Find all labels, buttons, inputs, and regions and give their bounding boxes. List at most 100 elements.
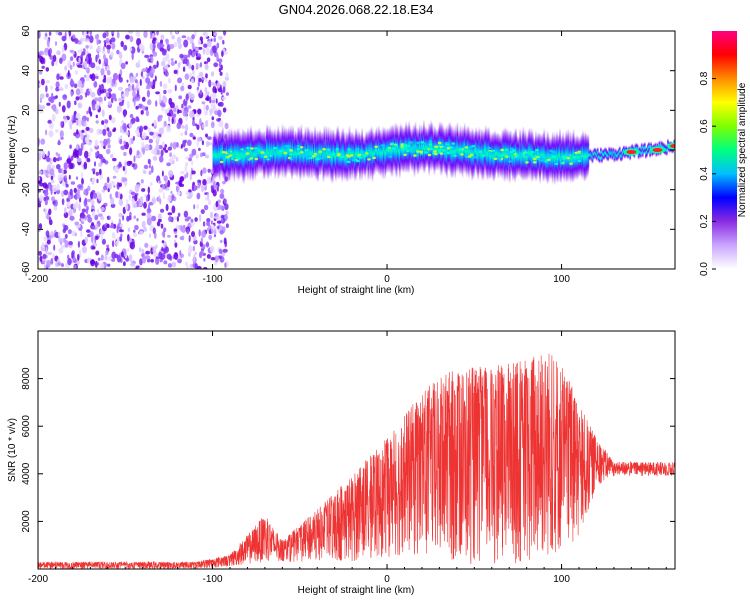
noise-dot <box>116 254 122 263</box>
noise-dot <box>210 185 214 190</box>
band-peak <box>327 155 331 159</box>
noise-dot <box>219 230 224 235</box>
noise-dot <box>173 69 178 74</box>
band-column <box>525 135 528 181</box>
noise-dot <box>136 150 140 156</box>
band-peak <box>228 148 232 152</box>
band-peak <box>346 160 351 164</box>
noise-dot <box>143 201 147 209</box>
noise-dot <box>188 189 192 193</box>
noise-dot <box>118 218 122 226</box>
band-column <box>273 128 276 171</box>
band-peak <box>482 154 486 157</box>
noise-dot <box>158 180 162 184</box>
noise-dot <box>147 57 150 63</box>
band-column <box>406 124 408 173</box>
band-peak <box>345 154 350 157</box>
band-peak <box>278 149 283 153</box>
band-column <box>553 131 556 186</box>
noise-dot <box>144 144 150 152</box>
band-column <box>437 126 440 171</box>
noise-dot <box>206 254 211 259</box>
noise-dot <box>120 251 124 258</box>
band-column <box>587 133 590 177</box>
noise-dot <box>46 38 50 47</box>
band-peak <box>444 142 449 145</box>
noise-dot <box>143 164 149 170</box>
noise-dot <box>218 119 224 128</box>
band-peak <box>577 159 582 163</box>
band-column <box>523 132 526 181</box>
noise-dot <box>120 40 124 48</box>
noise-dot <box>143 170 147 175</box>
noise-dot <box>69 64 73 70</box>
noise-dot <box>69 80 75 87</box>
noise-dot <box>135 116 140 123</box>
noise-dot <box>175 31 179 34</box>
noise-dot <box>61 180 66 187</box>
noise-dot <box>46 102 51 106</box>
band-column <box>618 145 621 158</box>
noise-dot <box>166 162 172 167</box>
noise-dot <box>38 152 42 159</box>
noise-dot <box>152 51 158 57</box>
band-column <box>370 125 373 177</box>
band-peak <box>261 149 266 152</box>
noise-dot <box>158 144 164 150</box>
band-peak <box>546 153 550 157</box>
noise-dot <box>140 179 144 184</box>
noise-dot <box>188 245 193 253</box>
noise-dot <box>197 179 202 183</box>
y-tick-label: 2000 <box>21 510 32 533</box>
noise-dot <box>40 105 46 110</box>
band-column <box>648 141 650 154</box>
noise-dot <box>128 194 132 201</box>
noise-dot <box>218 248 223 254</box>
noise-dot <box>74 149 79 158</box>
noise-dot <box>133 155 136 163</box>
noise-dot <box>224 122 229 130</box>
band-column <box>556 130 558 183</box>
noise-dot <box>109 193 112 200</box>
band-column <box>588 149 591 162</box>
noise-dot <box>104 96 107 101</box>
noise-dot <box>110 180 115 185</box>
band-peak <box>533 151 537 154</box>
band-column <box>489 131 491 180</box>
noise-dot <box>77 253 80 261</box>
band-peak <box>427 153 432 157</box>
noise-dot <box>110 203 116 208</box>
noise-dot <box>204 87 208 93</box>
noise-dot <box>211 104 216 112</box>
noise-dot <box>95 114 99 119</box>
band-column <box>415 127 418 171</box>
noise-dot <box>152 37 157 41</box>
band-peak <box>249 157 253 160</box>
noise-dot <box>175 105 179 109</box>
band-peak <box>510 147 514 150</box>
noise-dot <box>218 67 222 73</box>
noise-dot <box>74 70 79 75</box>
noise-dot <box>203 258 206 262</box>
band-hotspot <box>626 150 637 154</box>
band-column <box>275 133 278 176</box>
noise-dot <box>184 165 188 173</box>
band-column <box>595 149 598 162</box>
band-column <box>236 128 239 181</box>
band-peak <box>359 149 364 153</box>
band-column <box>597 150 600 163</box>
noise-dot <box>216 42 220 49</box>
band-column <box>385 129 388 176</box>
noise-dot <box>206 40 212 48</box>
noise-dot <box>140 71 144 77</box>
noise-dot <box>64 240 69 248</box>
noise-dot <box>165 203 169 212</box>
noise-dot <box>47 150 50 157</box>
noise-dot <box>137 59 141 66</box>
noise-dot <box>216 220 222 224</box>
noise-dot <box>100 215 104 221</box>
noise-dot <box>182 110 188 117</box>
noise-dot <box>100 206 105 212</box>
noise-dot <box>120 233 123 239</box>
